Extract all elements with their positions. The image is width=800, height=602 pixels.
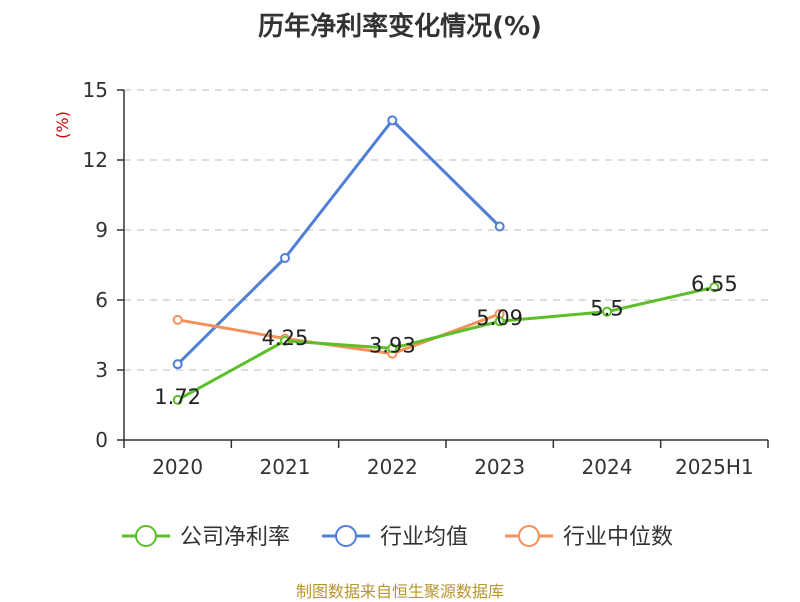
data-point — [494, 316, 505, 327]
x-tick-label: 2023 — [474, 455, 525, 479]
x-tick-label: 2020 — [152, 455, 203, 479]
data-point — [387, 343, 398, 354]
data-source-note: 制图数据来自恒生聚源数据库 — [295, 582, 504, 601]
y-tick-label: 3 — [95, 358, 108, 382]
data-point — [494, 221, 505, 232]
legend-swatch-marker — [335, 525, 357, 547]
legend-label: 行业均值 — [380, 525, 468, 550]
x-tick-label: 2025H1 — [675, 455, 754, 479]
chart-title: 历年净利率变化情况(%) — [258, 12, 542, 42]
x-tick-label: 2024 — [582, 455, 633, 479]
y-tick-label: 0 — [95, 428, 108, 452]
series-layer — [172, 115, 720, 405]
data-label: 5.5 — [590, 297, 623, 321]
data-label: 4.25 — [262, 326, 309, 350]
x-tick-label: 2021 — [260, 455, 311, 479]
data-point — [172, 394, 183, 405]
y-tick-label: 6 — [95, 288, 108, 312]
y-axis-unit-label: (%) — [53, 111, 72, 139]
data-label: 1.72 — [154, 385, 201, 409]
data-label: 5.09 — [476, 306, 523, 330]
data-point — [172, 359, 183, 370]
data-point — [280, 335, 290, 346]
data-point — [387, 115, 398, 126]
legend-label: 行业中位数 — [563, 525, 673, 550]
data-point — [709, 282, 720, 293]
data-label: 6.55 — [691, 272, 738, 296]
y-tick-label: 15 — [83, 78, 108, 102]
data-labels: 1.72 4.25 3.93 5.09 5.5 6.55 — [154, 272, 737, 409]
data-point — [602, 306, 612, 317]
legend-swatch-marker — [518, 525, 540, 547]
data-point — [172, 314, 183, 325]
y-tick-label: 9 — [95, 218, 108, 242]
legend-swatch-marker — [135, 525, 157, 547]
data-point — [280, 253, 290, 263]
legend-label: 公司净利率 — [180, 525, 290, 550]
x-tick-label: 2022 — [367, 455, 418, 479]
data-label: 3.93 — [369, 333, 416, 357]
series-line-1 — [176, 118, 501, 366]
series-line-0 — [176, 285, 715, 402]
legend: 公司净利率 行业均值 行业中位数 — [122, 525, 673, 550]
axes: 0 3 6 9 12 15 2020 2021 2022 2023 2024 2025H1 (%) — [53, 78, 769, 479]
y-tick-label: 12 — [83, 148, 108, 172]
